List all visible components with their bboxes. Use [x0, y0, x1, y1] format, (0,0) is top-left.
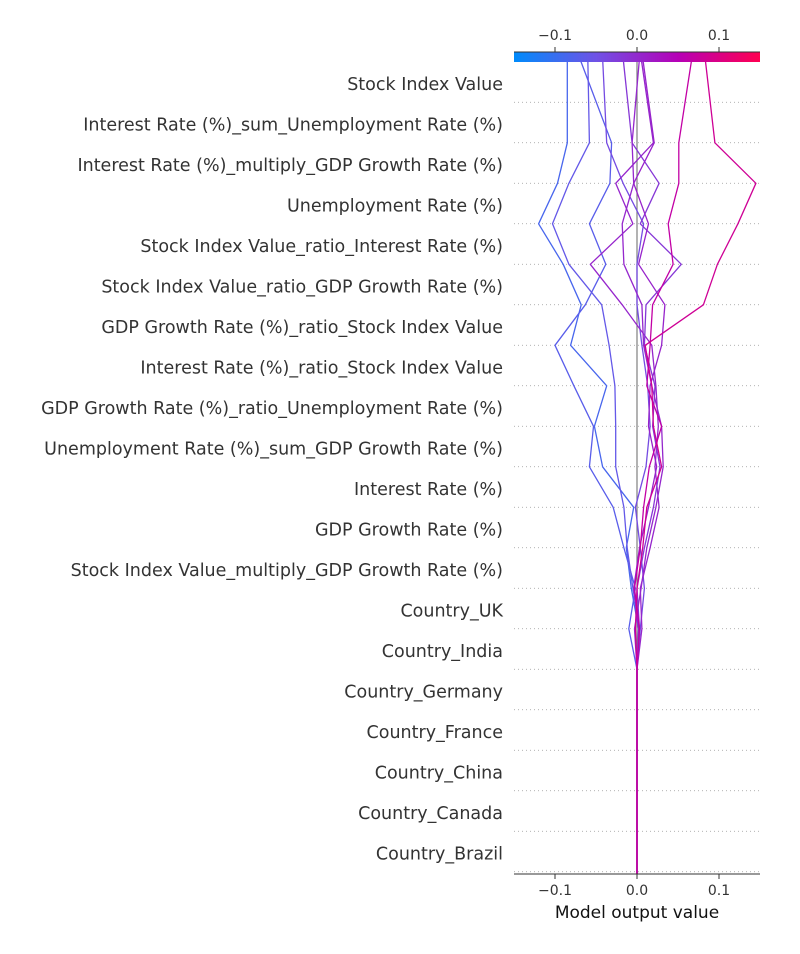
- feature-label: Country_France: [367, 723, 503, 743]
- top-tick-label: −0.1: [538, 28, 572, 44]
- top-axis: −0.1 0.0 0.1: [514, 28, 760, 53]
- top-tick-label: 0.0: [626, 28, 648, 44]
- feature-label: Country_Brazil: [376, 845, 503, 865]
- feature-label: Interest Rate (%)_sum_Unemployment Rate …: [83, 116, 503, 136]
- x-axis-label: Model output value: [555, 903, 719, 923]
- bottom-tick-label: 0.1: [708, 883, 730, 899]
- feature-label: Stock Index Value_ratio_Interest Rate (%…: [140, 237, 503, 257]
- top-tick-label: 0.1: [708, 28, 730, 44]
- colorbar: [514, 52, 760, 62]
- feature-label: Country_China: [375, 764, 503, 784]
- bottom-tick-label: 0.0: [626, 883, 648, 899]
- feature-labels: Stock Index Value Interest Rate (%)_sum_U…: [41, 75, 503, 865]
- feature-label: GDP Growth Rate (%): [315, 521, 503, 541]
- feature-label: Stock Index Value_ratio_GDP Growth Rate …: [101, 278, 503, 298]
- feature-label: Country_India: [382, 642, 503, 662]
- series-line: [622, 57, 682, 874]
- feature-label: Stock Index Value: [347, 75, 503, 95]
- series-line: [589, 57, 660, 874]
- feature-label: Country_Canada: [358, 804, 503, 824]
- feature-label: Country_Germany: [344, 683, 503, 703]
- feature-label: Stock Index Value_multiply_GDP Growth Ra…: [71, 561, 503, 581]
- feature-label: GDP Growth Rate (%)_ratio_Stock Index Va…: [101, 318, 503, 338]
- bottom-axis: −0.1 0.0 0.1: [514, 873, 760, 899]
- gridlines: [514, 101, 760, 873]
- series-line: [551, 57, 641, 874]
- feature-label: Interest Rate (%)_ratio_Stock Index Valu…: [140, 359, 503, 379]
- feature-label: Unemployment Rate (%): [287, 197, 503, 217]
- feature-label: Unemployment Rate (%)_sum_GDP Growth Rat…: [44, 440, 503, 460]
- series-line: [554, 57, 638, 874]
- feature-label: Interest Rate (%): [354, 480, 503, 500]
- feature-label: Country_UK: [400, 602, 503, 622]
- series-line: [634, 57, 757, 874]
- feature-label: Interest Rate (%)_multiply_GDP Growth Ra…: [77, 156, 503, 176]
- series-line: [537, 58, 640, 874]
- bottom-tick-label: −0.1: [538, 883, 572, 899]
- series-lines: [537, 57, 757, 874]
- feature-label: GDP Growth Rate (%)_ratio_Unemployment R…: [41, 399, 503, 419]
